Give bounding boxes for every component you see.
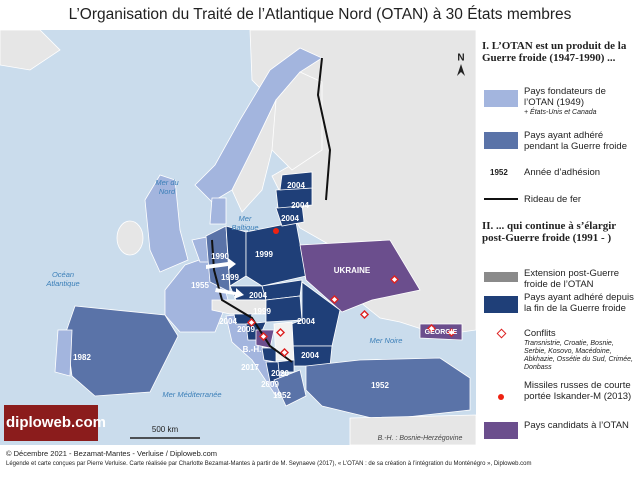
year-label: 2020 <box>271 369 289 378</box>
legend-section-title: I. L’OTAN est un produit de la Guerre fr… <box>482 40 627 64</box>
sea-label: Mer du Nord <box>155 178 179 196</box>
year-label: 2004 <box>249 291 267 300</box>
north-arrow <box>457 64 465 76</box>
legend-section-title: II. ... qui continue à s’élargir post-Gu… <box>482 220 616 244</box>
conflict <box>389 274 400 285</box>
year-label: 1952 <box>371 381 389 390</box>
legend-item: Rideau de fer <box>524 194 582 205</box>
conflict <box>446 327 457 338</box>
country-label: GÉORGIE <box>425 327 458 336</box>
countries <box>0 30 476 445</box>
conflict <box>279 347 290 358</box>
year-label: 1999 <box>221 273 239 282</box>
sea-label: Mer Noire <box>369 336 403 345</box>
country-label: UKRAINE <box>334 266 371 275</box>
estonia <box>279 171 313 191</box>
year-label: 2004 <box>301 351 319 360</box>
north-label: N <box>457 53 464 64</box>
logo-box <box>4 405 98 441</box>
year-label: 2004 <box>297 317 315 326</box>
sea-label: Mer Baltique <box>231 214 259 232</box>
year-label: 2004 <box>287 181 305 190</box>
arrow <box>206 258 236 270</box>
legend-item: Pays fondateurs de l’OTAN (1949) <box>524 86 606 108</box>
year-label: 1990 <box>211 252 229 261</box>
swatch <box>484 132 518 149</box>
legend-item: Conflits <box>524 328 556 339</box>
conflict <box>426 323 437 334</box>
conflict <box>359 309 370 320</box>
denmark <box>209 197 227 225</box>
swatch <box>484 296 518 313</box>
map-title: L’Organisation du Traité de l’Atlantique… <box>68 6 572 23</box>
legend-item: Pays ayant adhéré pendant la Guerre froi… <box>524 130 627 152</box>
year-label: 1999 <box>253 307 271 316</box>
legend-item: Pays candidats à l’OTAN <box>524 420 629 431</box>
sea-label: Océan Atlantique <box>46 270 80 288</box>
sea-label: Mer Méditerranée <box>162 390 222 399</box>
year-label: 1999 <box>255 250 273 259</box>
abbreviation: B.-H. : Bosnie-Herzégovine <box>378 435 463 442</box>
legend-item: Extension post-Guerre froide de l’OTAN <box>524 268 620 290</box>
conflict <box>329 294 340 305</box>
finland <box>271 71 323 171</box>
iceland <box>0 30 61 71</box>
arrow <box>215 288 244 299</box>
legend-item: Missiles russes de courte portée Iskande… <box>524 380 632 402</box>
norway <box>194 47 323 203</box>
year-label: 2004 <box>281 214 299 223</box>
turkey <box>305 357 471 421</box>
footer-line: © Décembre 2021 - Bezamat-Mantes - Verlu… <box>6 449 218 458</box>
middle-east <box>349 414 476 445</box>
year-label: 1952 <box>273 391 291 400</box>
footer: © Décembre 2021 - Bezamat-Mantes - Verlu… <box>6 448 532 470</box>
year-label: 2004 <box>219 317 237 326</box>
conflict <box>246 317 257 328</box>
montenegro <box>261 347 277 363</box>
year-label: 1982 <box>73 353 91 362</box>
extension-arrows <box>206 258 244 299</box>
year-label: 1955 <box>191 281 209 290</box>
footer-line: Légende et carte conçues par Pierre Verl… <box>6 461 532 467</box>
year-label: 2004 <box>291 201 309 210</box>
conflicts <box>246 274 457 358</box>
legend-note: + États-Unis et Canada <box>524 109 597 116</box>
portugal <box>54 329 73 377</box>
scale-label: 500 km <box>152 425 179 434</box>
year-sample: 1952 <box>490 168 508 177</box>
swatch <box>484 422 518 439</box>
year-label: 2017 <box>241 363 259 372</box>
year-label: 2009 <box>261 380 279 389</box>
logo: diploweb.com <box>6 414 106 431</box>
legend-item: Pays ayant adhéré depuis la fin de la Gu… <box>524 292 634 314</box>
swatch-missile <box>498 394 504 400</box>
map: 2004 2004 2004 1990 1999 1999 2004 1999 … <box>0 30 476 445</box>
legend-note: Transnistrie, Croatie, Bosnie, Serbie, K… <box>524 340 633 371</box>
country-label: B.-H. <box>243 345 262 354</box>
missile <box>273 228 279 234</box>
swatch-conflict <box>496 328 507 339</box>
conflict <box>258 331 269 342</box>
swatch-line <box>484 198 518 200</box>
greece <box>273 369 307 407</box>
uk <box>144 174 189 273</box>
conflict <box>275 327 286 338</box>
ukraine <box>299 239 421 313</box>
swatch <box>484 90 518 107</box>
legend: I. L’OTAN est un produit de la Guerre fr… <box>476 34 640 444</box>
ireland <box>116 220 144 256</box>
year-label: 2009 <box>237 325 255 334</box>
legend-item: Année d’adhésion <box>524 167 601 178</box>
swatch <box>484 272 518 282</box>
